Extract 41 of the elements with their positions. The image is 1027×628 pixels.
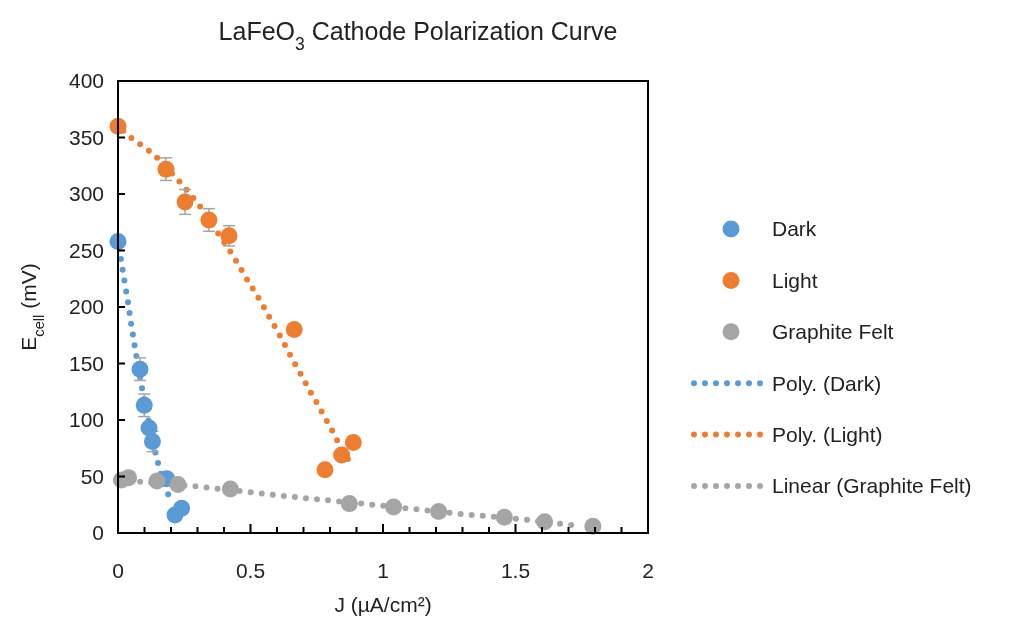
x-tick-label: 0.5 xyxy=(235,559,266,582)
x-tick-label: 2 xyxy=(642,559,654,582)
y-tick-label: 100 xyxy=(68,408,104,432)
point xyxy=(131,360,149,378)
x-tick-label: 1.5 xyxy=(500,559,531,582)
x-axis-title: J (µA/cm²) xyxy=(334,593,432,616)
point xyxy=(157,160,175,178)
point xyxy=(316,461,334,479)
y-tick-label: 400 xyxy=(68,69,104,93)
point xyxy=(176,193,194,211)
point xyxy=(173,499,191,517)
point xyxy=(120,469,138,487)
x-tick-label: 0 xyxy=(112,559,124,582)
y-tick-label: 150 xyxy=(68,351,104,375)
point xyxy=(221,480,239,498)
point xyxy=(430,503,448,521)
point xyxy=(135,396,153,414)
x-tick-label: 1 xyxy=(377,559,389,582)
point xyxy=(148,472,166,490)
chart-title: LaFeO$_{3}$ Cathode Polarization Curve xyxy=(218,17,618,54)
y-tick-label: 350 xyxy=(68,125,104,149)
legend-label: Dark xyxy=(772,217,817,241)
point xyxy=(385,498,403,516)
legend-label: Poly. (Dark) xyxy=(772,371,882,395)
point xyxy=(333,446,351,464)
point xyxy=(495,508,513,526)
legend-label: Linear (Graphite Felt) xyxy=(772,474,972,498)
point xyxy=(200,211,218,229)
legend-label: Graphite Felt xyxy=(772,320,894,344)
point xyxy=(340,495,358,513)
point xyxy=(344,434,362,452)
legend-label: Poly. (Light) xyxy=(772,422,883,446)
y-tick-label: 300 xyxy=(68,182,104,206)
point xyxy=(169,475,187,493)
legend-label: Light xyxy=(772,268,818,292)
point xyxy=(285,321,303,339)
point xyxy=(536,513,554,531)
y-tick-label: 200 xyxy=(68,295,104,319)
y-tick-label: 50 xyxy=(80,464,104,488)
y-tick-label: 250 xyxy=(68,238,104,262)
y-tick-label: 0 xyxy=(92,521,104,545)
